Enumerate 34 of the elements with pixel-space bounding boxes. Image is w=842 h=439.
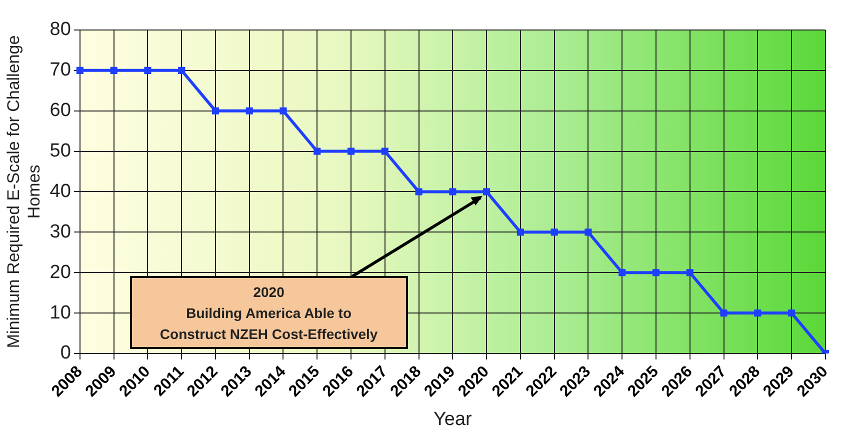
y-tick-label: 20: [50, 262, 71, 283]
point: [110, 66, 118, 74]
y-tick-label: 30: [50, 221, 71, 242]
point: [415, 188, 422, 196]
point: [720, 309, 728, 317]
point: [280, 107, 287, 114]
point: [584, 228, 592, 236]
y-tick-label: 80: [50, 19, 71, 40]
point: [246, 107, 253, 114]
y-axis-title: Minimum Required E-Scale for Challenge Homes: [4, 35, 44, 348]
y-tick-label: 70: [50, 60, 71, 81]
point: [788, 309, 796, 317]
point: [754, 309, 762, 317]
y-tick-label: 10: [50, 302, 71, 324]
point: [449, 188, 456, 196]
y-tick-label: 60: [50, 100, 71, 122]
point: [314, 148, 321, 155]
x-axis-title: Year: [433, 408, 473, 430]
callout-box: 2020 Building America Able to Construct NZEH Cost-Effectively: [130, 276, 408, 350]
y-tick-label: 50: [50, 140, 71, 162]
y-tick-label: 0: [60, 342, 71, 364]
point: [618, 269, 626, 276]
point: [212, 107, 220, 114]
point: [76, 66, 84, 74]
point: [144, 66, 152, 74]
point: [178, 66, 186, 74]
point: [381, 148, 388, 155]
point: [652, 269, 660, 276]
point: [347, 148, 355, 155]
point: [550, 228, 558, 236]
point: [686, 269, 694, 276]
y-tick-label: 40: [50, 180, 71, 202]
point: [516, 228, 524, 236]
point: [483, 188, 490, 196]
